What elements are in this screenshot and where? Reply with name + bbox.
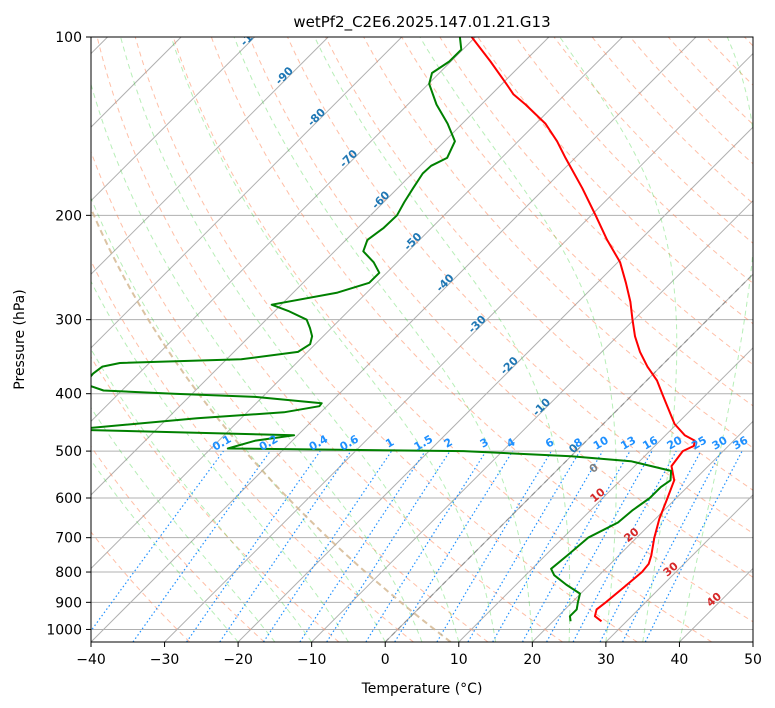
x-tick-label: 40 bbox=[671, 652, 689, 668]
moist-adiabat bbox=[91, 82, 423, 642]
mixing-ratio-line bbox=[132, 450, 271, 642]
dry-adiabat bbox=[439, 37, 753, 366]
x-axis-ticks: −40 −30 −20 −10 0 10 20 30 40 50 bbox=[76, 642, 762, 668]
skewed-isotherm bbox=[91, 37, 476, 423]
skewed-isotherm bbox=[164, 52, 753, 642]
dry-adiabat bbox=[91, 259, 414, 642]
mixing-ratio-line bbox=[262, 450, 392, 642]
dry-adiabat bbox=[401, 37, 753, 407]
x-tick-label: 50 bbox=[744, 652, 762, 668]
x-tick-label: −30 bbox=[150, 652, 180, 668]
mixing-ratio-line bbox=[521, 450, 631, 642]
y-tick-label: 800 bbox=[55, 565, 82, 581]
skewed-isotherm bbox=[237, 126, 753, 642]
x-axis-label: Temperature (°C) bbox=[361, 681, 483, 697]
y-tick-label: 900 bbox=[55, 595, 82, 611]
moist-adiabat bbox=[233, 37, 533, 642]
skewed-isotherm bbox=[91, 37, 403, 349]
dry-adiabat bbox=[363, 37, 753, 449]
skewed-isotherm bbox=[91, 37, 256, 202]
x-tick-label: 20 bbox=[523, 652, 541, 668]
moist-adiabat bbox=[559, 37, 678, 642]
dry-adiabat bbox=[325, 37, 753, 491]
dry-adiabat bbox=[210, 37, 753, 623]
dry-adiabat bbox=[248, 37, 753, 578]
y-tick-label: 1000 bbox=[46, 622, 82, 638]
dry-adiabat bbox=[96, 37, 563, 642]
mixing-ratio-lines bbox=[91, 450, 743, 642]
dry-adiabat bbox=[591, 37, 753, 205]
y-tick-label: 600 bbox=[55, 491, 82, 507]
mixing-ratio-line bbox=[394, 450, 514, 642]
temperature-profile bbox=[470, 37, 696, 623]
skewed-isotherm bbox=[458, 347, 753, 642]
isotherm-label: -100 bbox=[238, 20, 267, 49]
profile-series bbox=[91, 37, 696, 623]
plot-area bbox=[91, 37, 753, 642]
dry-adiabat bbox=[134, 37, 638, 642]
y-tick-label: 700 bbox=[55, 531, 82, 547]
reference-dry-adiabat bbox=[91, 206, 452, 642]
y-tick-label: 300 bbox=[55, 313, 82, 329]
mixing-ratio-line bbox=[91, 450, 224, 632]
mixing-ratio-line bbox=[546, 450, 653, 642]
x-tick-label: 30 bbox=[597, 652, 615, 668]
mixing-ratio-line bbox=[644, 450, 743, 642]
x-tick-label: 10 bbox=[450, 652, 468, 668]
y-axis-ticks: 100 200 300 400 500 600 700 800 900 1000 bbox=[46, 30, 91, 638]
mixing-ratio-line bbox=[572, 450, 677, 642]
moist-adiabat bbox=[120, 37, 460, 642]
y-tick-label: 100 bbox=[55, 30, 82, 46]
x-tick-label: −40 bbox=[76, 652, 106, 668]
mixing-ratio-line bbox=[299, 450, 426, 642]
x-tick-label: −10 bbox=[297, 652, 327, 668]
dry-adiabat bbox=[91, 531, 191, 642]
moist-adiabat bbox=[91, 348, 313, 642]
y-tick-label: 200 bbox=[55, 208, 82, 224]
moist-adiabats bbox=[91, 37, 753, 642]
moist-adiabat bbox=[91, 459, 239, 642]
skewed-isotherm bbox=[91, 37, 329, 275]
mixing-ratio-line bbox=[326, 450, 451, 642]
skewed-isotherm bbox=[531, 420, 753, 642]
mixing-ratio-line bbox=[186, 450, 321, 642]
skewed-isotherm bbox=[91, 37, 623, 570]
x-tick-label: 0 bbox=[381, 652, 390, 668]
dry-adiabat bbox=[91, 356, 340, 642]
plot-frame bbox=[90, 36, 754, 643]
chart-title: wetPf2_C2E6.2025.147.01.21.G13 bbox=[293, 13, 550, 32]
moist-adiabat bbox=[419, 37, 617, 642]
skewed-isotherm bbox=[91, 37, 550, 496]
moist-adiabat bbox=[314, 37, 571, 642]
dry-adiabat bbox=[553, 37, 753, 244]
dry-adiabat bbox=[287, 37, 753, 534]
y-tick-label: 500 bbox=[55, 444, 82, 460]
y-axis-label: Pressure (hPa) bbox=[12, 289, 28, 389]
dry-adiabat bbox=[515, 37, 753, 284]
dewpoint-profile bbox=[91, 37, 673, 622]
moist-adiabat bbox=[91, 406, 276, 642]
skewed-isotherm bbox=[91, 37, 697, 642]
dry-adiabats bbox=[91, 37, 753, 642]
y-tick-label: 400 bbox=[55, 387, 82, 403]
x-tick-label: −20 bbox=[223, 652, 253, 668]
zero-isotherm bbox=[384, 273, 753, 642]
mixing-ratio-line bbox=[219, 450, 352, 642]
reference-curves bbox=[91, 206, 753, 642]
skewed-isotherm bbox=[605, 494, 753, 642]
moist-adiabat bbox=[170, 37, 497, 642]
